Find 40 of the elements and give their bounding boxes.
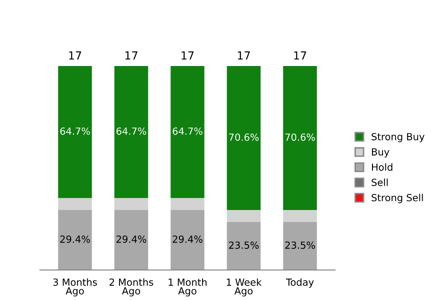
- data-label: 64.7%: [60, 127, 90, 135]
- bar: [283, 66, 317, 210]
- annotation: 17: [182, 51, 194, 60]
- legend-label: Buy: [372, 148, 390, 158]
- data-label: 29.4%: [116, 235, 146, 243]
- x-tick-label: 1 Week Ago: [226, 278, 262, 296]
- legend-label: Hold: [372, 163, 392, 171]
- bar: [58, 66, 92, 198]
- data-label: 29.4%: [60, 235, 90, 243]
- bar: [170, 66, 204, 198]
- x-tick-label: 1 Month Ago: [168, 278, 207, 296]
- annotation: 17: [69, 51, 82, 60]
- annotation: 17: [294, 51, 306, 60]
- bar: [226, 66, 261, 210]
- bar: [226, 222, 261, 270]
- data-label: 70.6%: [285, 133, 315, 141]
- annotation: 17: [238, 51, 250, 60]
- legend-label: Strong Buy: [372, 132, 424, 142]
- data-label: 23.5%: [285, 241, 315, 249]
- bar: [170, 198, 204, 210]
- bar: [283, 210, 317, 222]
- legend-label: Strong Sell: [372, 194, 423, 204]
- bar: [114, 198, 148, 210]
- bar: [114, 210, 148, 270]
- bar: [283, 222, 317, 270]
- data-label: 64.7%: [116, 127, 146, 135]
- data-label: 29.4%: [172, 235, 202, 243]
- data-label: 70.6%: [229, 133, 259, 141]
- bar: [58, 210, 92, 270]
- x-tick-label: 2 Months Ago: [110, 278, 154, 296]
- x-tick-label: 3 Months Ago: [53, 278, 97, 296]
- bar: [58, 198, 92, 210]
- bar: [170, 210, 204, 270]
- legend-label: Sell: [372, 178, 388, 186]
- data-label: 64.7%: [172, 127, 202, 135]
- bar: [114, 66, 148, 198]
- x-tick-label: Today: [286, 278, 314, 288]
- annotation: 17: [125, 51, 138, 60]
- data-label: 23.5%: [229, 241, 259, 249]
- bar: [226, 210, 261, 222]
